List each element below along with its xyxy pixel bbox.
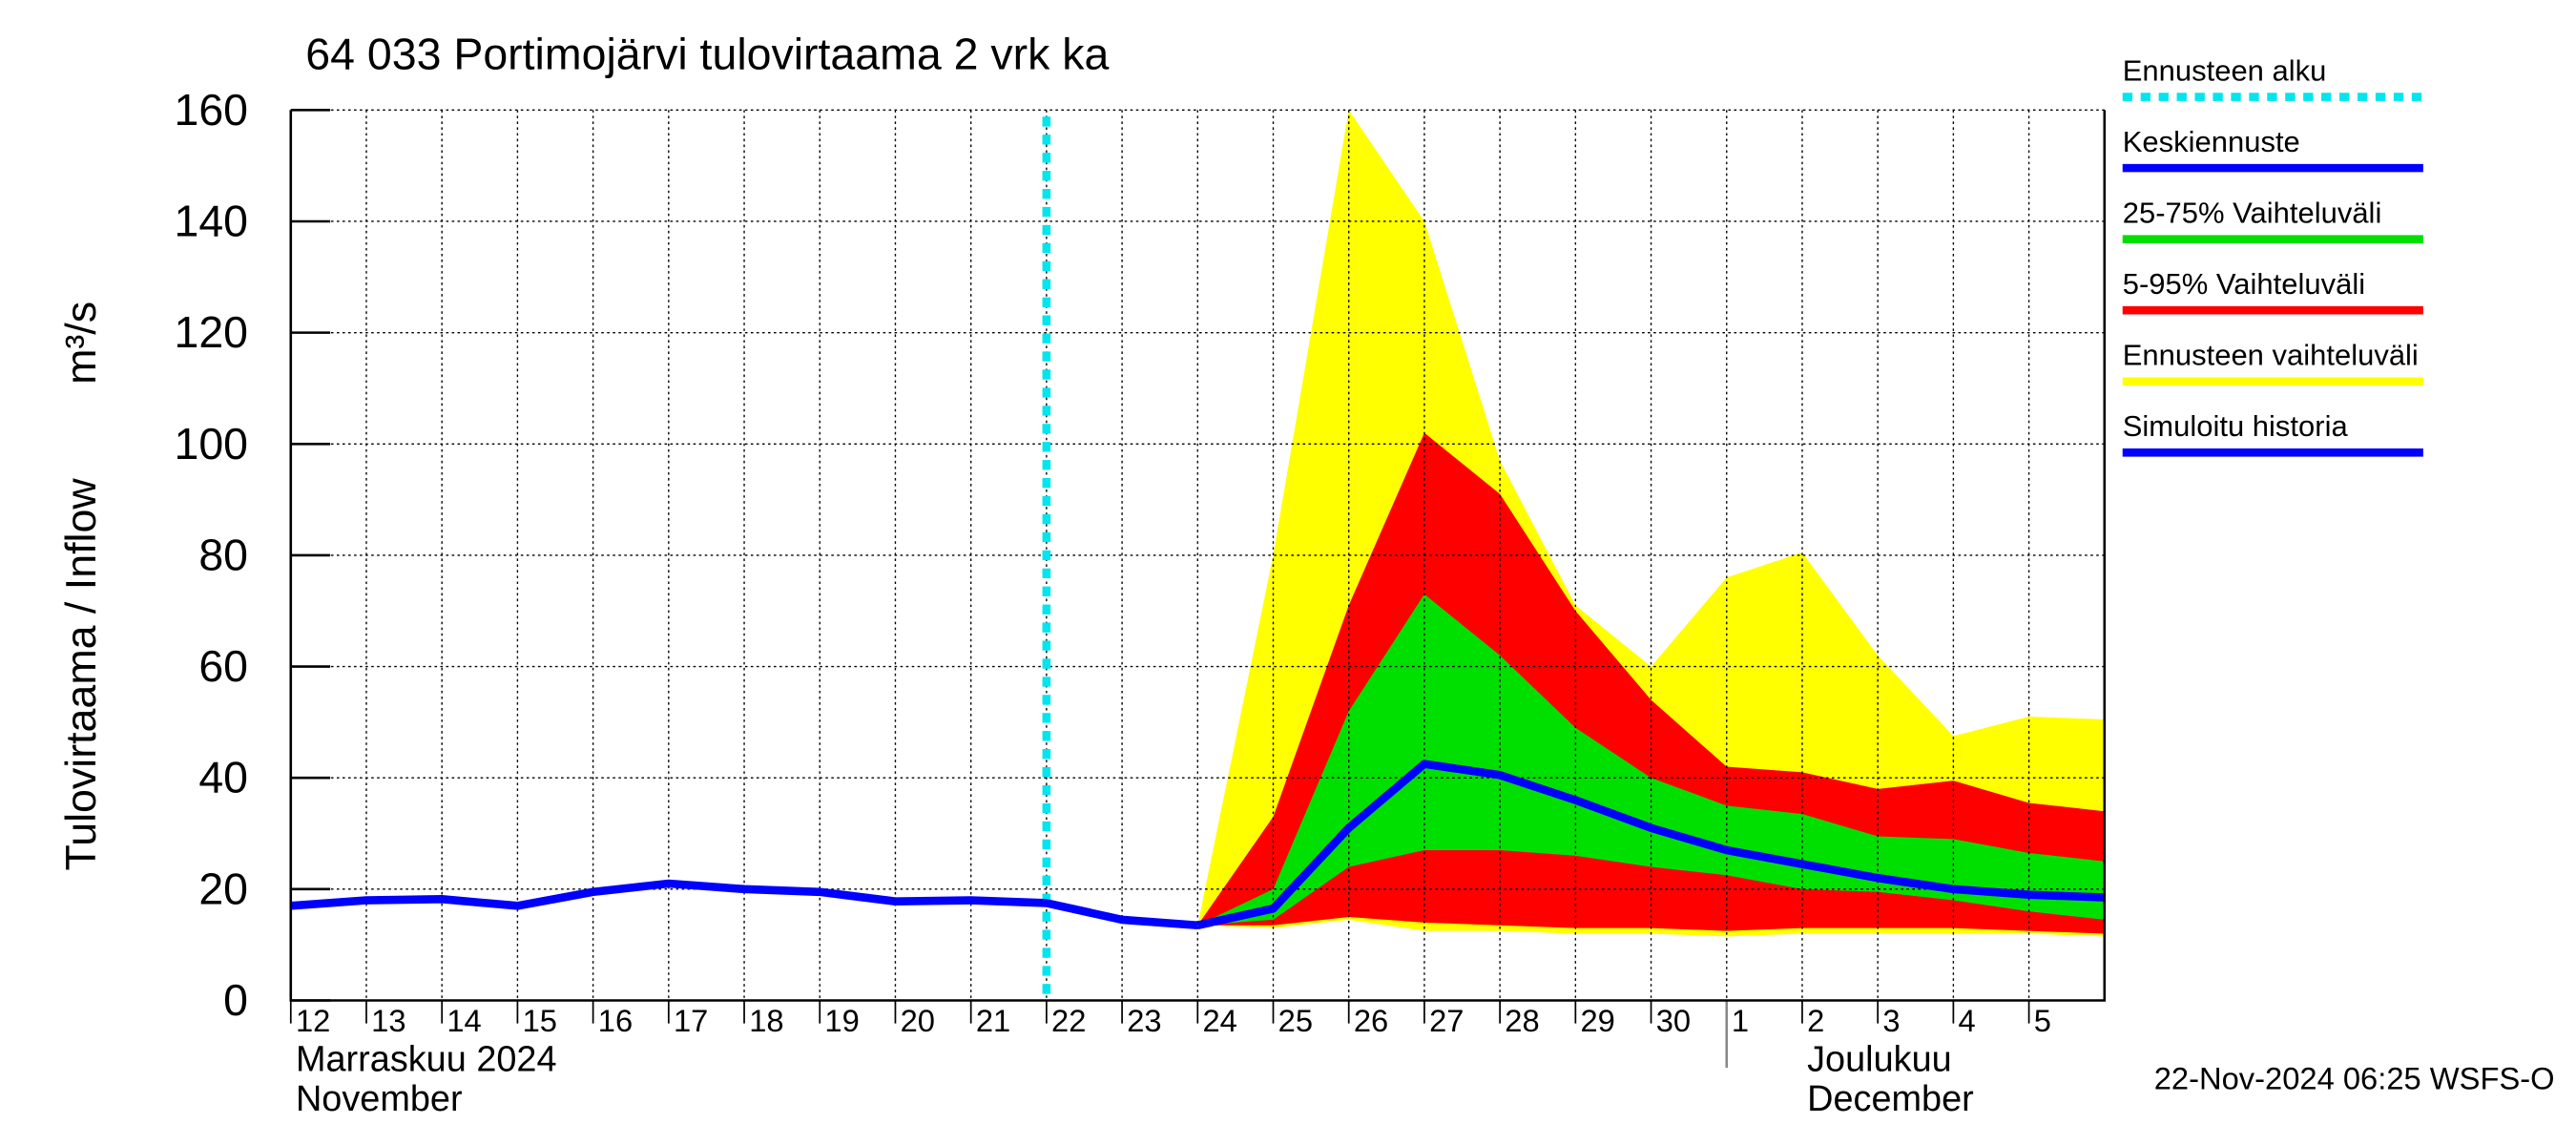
x-tick-label: 3 xyxy=(1882,1003,1900,1038)
y-tick-label: 40 xyxy=(198,753,248,802)
legend-label: Simuloitu historia xyxy=(2123,409,2349,443)
month-label: Marraskuu 2024 xyxy=(296,1040,557,1080)
y-tick-label: 60 xyxy=(198,641,248,691)
y-tick-label: 80 xyxy=(198,530,248,579)
x-tick-label: 23 xyxy=(1127,1003,1161,1038)
y-tick-label: 0 xyxy=(223,975,248,1025)
legend-label: Ennusteen vaihteluväli xyxy=(2123,339,2419,372)
axis-frame xyxy=(289,110,2107,1002)
x-tick-label: 21 xyxy=(976,1003,1010,1038)
x-tick-label: 28 xyxy=(1505,1003,1539,1038)
x-tick-label: 24 xyxy=(1202,1003,1236,1038)
x-tick-label: 12 xyxy=(296,1003,330,1038)
month-label: November xyxy=(296,1079,463,1119)
x-tick-label: 4 xyxy=(1959,1003,1976,1038)
legend-label: Keskiennuste xyxy=(2123,125,2300,158)
x-tick-label: 14 xyxy=(447,1003,481,1038)
x-tick-label: 27 xyxy=(1429,1003,1464,1038)
y-axis-unit: m³/s xyxy=(57,302,105,385)
x-tick-label: 20 xyxy=(901,1003,935,1038)
y-tick-label: 160 xyxy=(174,85,248,135)
y-tick-label: 20 xyxy=(198,864,248,913)
month-label: Joulukuu xyxy=(1807,1040,1952,1080)
lines xyxy=(290,116,2105,1001)
month-label: December xyxy=(1807,1079,1974,1119)
chart-title: 64 033 Portimojärvi tulovirtaama 2 vrk k… xyxy=(305,29,1109,78)
series-line xyxy=(290,879,1198,930)
footer: 22-Nov-2024 06:25 WSFS-O xyxy=(2154,1060,2555,1095)
grid xyxy=(290,109,2105,1002)
series-line xyxy=(1196,760,2105,929)
y-tick-label: 140 xyxy=(174,196,248,245)
x-tick-label: 30 xyxy=(1656,1003,1691,1038)
x-tick-label: 15 xyxy=(523,1003,557,1038)
x-tick-label: 13 xyxy=(371,1003,405,1038)
x-tick-label: 18 xyxy=(749,1003,783,1038)
y-tick-label: 120 xyxy=(174,307,248,357)
y-tick-label: 100 xyxy=(174,419,248,468)
x-tick-label: 2 xyxy=(1807,1003,1824,1038)
legend-label: Ennusteen alku xyxy=(2123,53,2327,87)
x-tick-label: 26 xyxy=(1354,1003,1388,1038)
x-tick-label: 5 xyxy=(2034,1003,2051,1038)
x-tick-label: 22 xyxy=(1051,1003,1086,1038)
x-tick-label: 19 xyxy=(824,1003,859,1038)
y-axis-label: Tulovirtaama / Inflow xyxy=(57,478,105,871)
x-tick-label: 29 xyxy=(1581,1003,1615,1038)
x-tick-label: 16 xyxy=(598,1003,633,1038)
x-tick-label: 1 xyxy=(1732,1003,1749,1038)
legend-label: 25-75% Vaihteluväli xyxy=(2123,196,2382,229)
x-tick-label: 17 xyxy=(674,1003,708,1038)
x-tick-label: 25 xyxy=(1278,1003,1313,1038)
legend-label: 5-95% Vaihteluväli xyxy=(2123,267,2365,301)
